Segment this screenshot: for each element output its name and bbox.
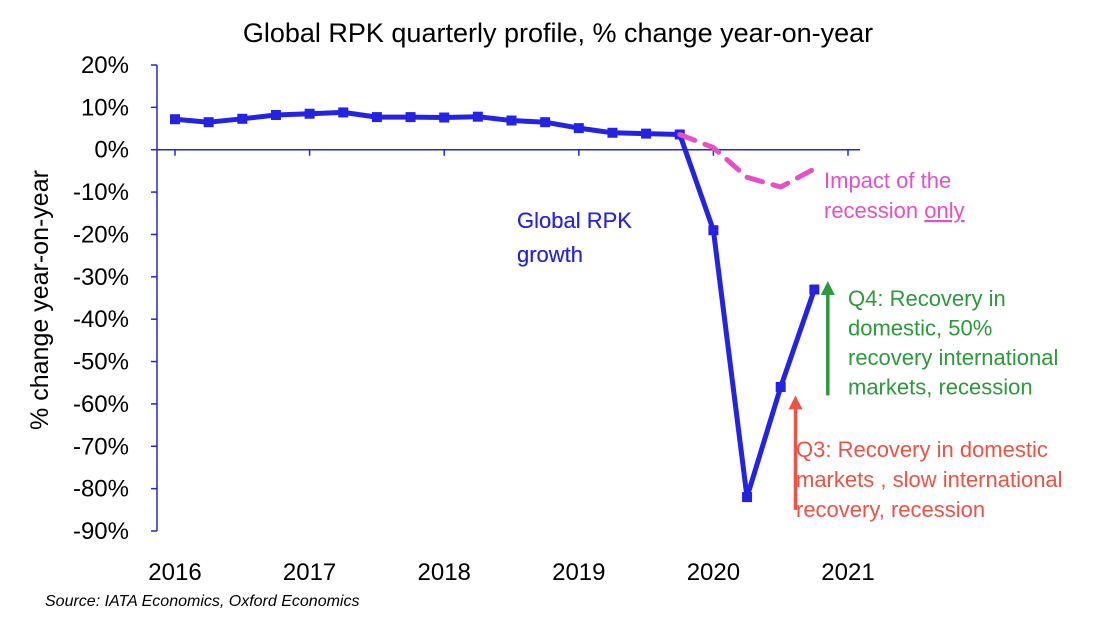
data-point [371, 112, 382, 123]
q3-label: recovery, recession [796, 497, 985, 522]
data-point [775, 381, 786, 392]
y-tick-label: -80% [73, 476, 129, 503]
y-tick-label: -50% [73, 349, 129, 376]
data-point [237, 113, 248, 124]
data-point [809, 284, 820, 295]
data-point [270, 109, 281, 120]
q4-label: markets, recession [848, 375, 1033, 400]
y-tick-label: -20% [73, 221, 129, 248]
series-group [170, 107, 820, 503]
q3-label: markets , slow international [796, 467, 1063, 492]
data-point [439, 112, 450, 123]
x-tick-label: 2021 [821, 559, 874, 586]
rpk-series-label: Global RPK [517, 208, 632, 233]
y-axis-label: % change year-on-year [26, 170, 54, 430]
data-point [742, 492, 753, 503]
x-tick-label: 2016 [148, 559, 201, 586]
y-tick-label: -90% [73, 518, 129, 545]
data-point [472, 111, 483, 122]
x-tick-label: 2020 [687, 559, 740, 586]
data-point [506, 115, 517, 126]
q4-label: recovery international [848, 345, 1058, 370]
data-point [304, 108, 315, 119]
recession-label: Impact of the [824, 168, 951, 193]
data-point [573, 123, 584, 134]
data-point [170, 114, 180, 125]
y-tick-label: 20% [81, 52, 129, 79]
q4-label: Q4: Recovery in [848, 286, 1006, 311]
recession-label: recession only [824, 198, 965, 223]
recession-label-text: recession [824, 198, 924, 223]
rpk-series-label: growth [517, 242, 583, 267]
data-point [641, 128, 652, 139]
rpk-series-label: growth [517, 242, 583, 267]
axes: 20% 10% 0% -10% -20% -30% -40% -50% -60% -70% -80%… [73, 52, 875, 586]
q4-arrow-head [820, 281, 835, 296]
x-tick-label: 2019 [552, 559, 605, 586]
x-tick-label: 2017 [283, 559, 336, 586]
y-tick-label: 0% [94, 137, 129, 164]
data-point [607, 127, 618, 138]
y-tick-label: 10% [81, 94, 129, 121]
source-note: Source: IATA Economics, Oxford Economics [45, 593, 359, 610]
data-point [540, 117, 551, 128]
y-tick-label: -70% [73, 433, 129, 460]
data-point [338, 107, 349, 118]
series-line-rpk [172, 109, 817, 500]
y-tick-label: -60% [73, 391, 129, 418]
data-point [405, 112, 416, 123]
data-point [708, 225, 719, 236]
y-tick-label: -30% [73, 264, 129, 291]
data-point [203, 117, 214, 128]
q3-arrow-head [788, 395, 803, 410]
y-tick-label: -40% [73, 306, 129, 333]
chart-title: Global RPK quarterly profile, % change y… [243, 18, 873, 48]
q4-label: domestic, 50% [848, 316, 992, 341]
recession-label-underlined: only [924, 198, 964, 223]
x-tick-label: 2018 [418, 559, 471, 586]
y-tick-label: -10% [73, 179, 129, 206]
rpk-series-label: Global RPK [517, 208, 632, 233]
series-line-recession [677, 132, 817, 190]
q3-label: Q3: Recovery in domestic [796, 437, 1048, 462]
